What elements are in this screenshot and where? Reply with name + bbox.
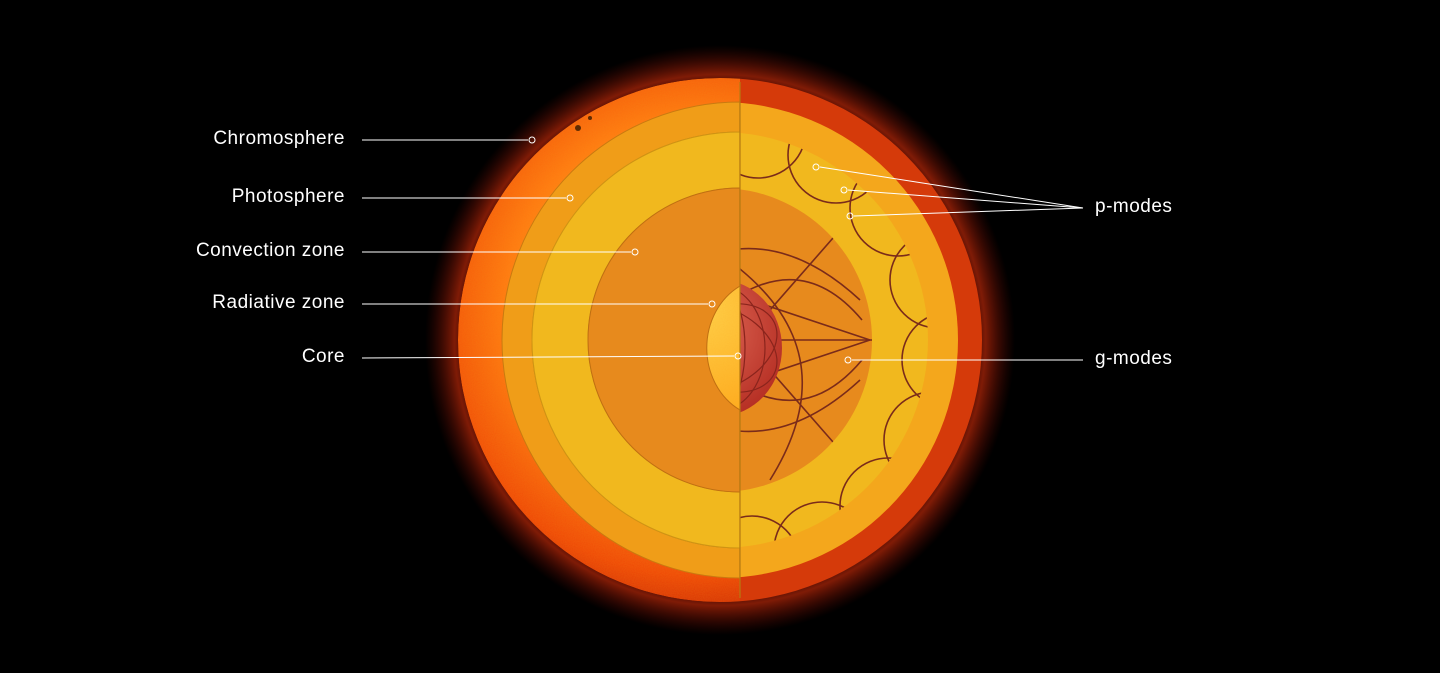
label-core: Core: [302, 346, 345, 368]
sun-diagram: Chromosphere Photosphere Convection zone…: [0, 0, 1440, 673]
label-p-modes: p-modes: [1095, 196, 1172, 218]
layer-photosphere: [482, 102, 958, 578]
label-photosphere: Photosphere: [232, 186, 345, 208]
label-g-modes: g-modes: [1095, 348, 1172, 370]
core-pattern: [649, 286, 792, 410]
leader-lines: [362, 137, 1083, 363]
g-modes-pattern: [580, 195, 872, 485]
corona-glow: [425, 45, 1015, 635]
sun-svg: [0, 0, 1440, 673]
cutaway-left-layers: [502, 102, 740, 578]
label-chromosphere: Chromosphere: [213, 128, 345, 150]
layer-chromosphere: [458, 78, 982, 602]
layer-core: [658, 280, 782, 416]
layer-convection: [512, 132, 928, 548]
layer-radiative: [568, 188, 872, 492]
sun-schematic-right: [458, 78, 998, 612]
sun-photo-left: [458, 78, 982, 602]
label-convection: Convection zone: [196, 240, 345, 262]
p-modes-pattern: [704, 82, 998, 612]
label-radiative: Radiative zone: [212, 292, 345, 314]
